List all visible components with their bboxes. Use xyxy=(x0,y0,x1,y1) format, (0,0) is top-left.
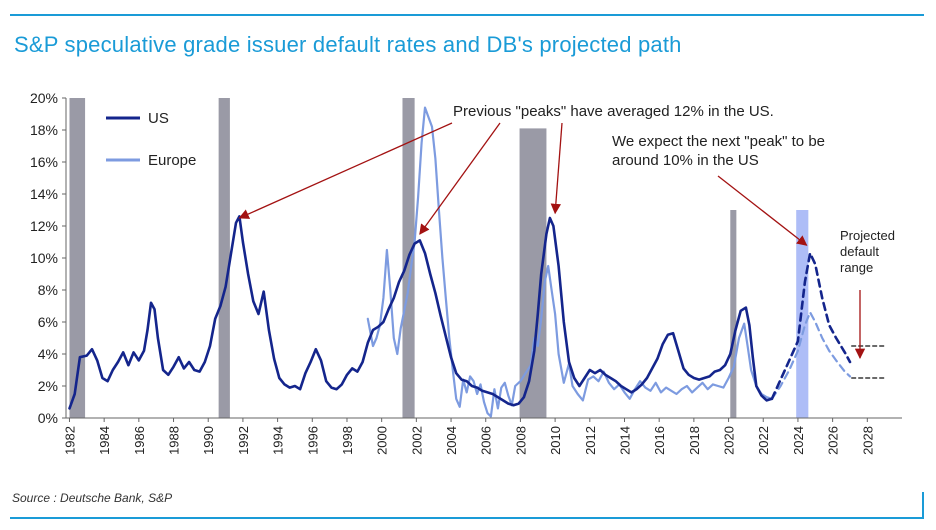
y-tick-label: 4% xyxy=(38,346,58,362)
annotation-line: around 10% in the US xyxy=(612,152,759,169)
x-tick-label: 2028 xyxy=(860,426,875,455)
x-tick-label: 2002 xyxy=(409,426,424,455)
annotation-line: default xyxy=(840,244,879,259)
x-tick-label: 2010 xyxy=(548,426,563,455)
legend-label-us: US xyxy=(148,110,169,127)
y-tick-label: 2% xyxy=(38,378,58,394)
y-tick-label: 20% xyxy=(30,90,58,106)
annotation-arrow xyxy=(238,122,453,219)
x-tick-label: 2020 xyxy=(722,426,737,455)
x-tick-label: 2014 xyxy=(617,426,632,455)
bottom-rule xyxy=(10,517,924,519)
x-tick-label: 2004 xyxy=(444,426,459,455)
series-us-projection xyxy=(770,251,852,401)
x-tick-label: 2024 xyxy=(791,426,806,455)
y-tick-label: 10% xyxy=(30,250,58,266)
annotation-text-0: Previous "peaks" have averaged 12% in th… xyxy=(453,103,774,120)
y-tick-label: 12% xyxy=(30,218,58,234)
x-tick-label: 2018 xyxy=(687,426,702,455)
x-tick-label: 1982 xyxy=(62,426,77,455)
y-tick-label: 6% xyxy=(38,314,58,330)
annotation-line: Projected xyxy=(840,228,895,243)
y-tick-label: 14% xyxy=(30,186,58,202)
series-europe xyxy=(366,106,773,418)
x-tick-label: 1992 xyxy=(236,426,251,455)
y-tick-label: 16% xyxy=(30,154,58,170)
x-tick-label: 1988 xyxy=(167,426,182,455)
annotation-line: Previous "peaks" have averaged 12% in th… xyxy=(453,103,774,120)
chart-title: S&P speculative grade issuer default rat… xyxy=(14,32,682,57)
y-tick-label: 0% xyxy=(38,410,58,426)
x-tick-label: 2008 xyxy=(513,426,528,455)
annotation-line: We expect the next "peak" to be xyxy=(612,133,825,150)
x-tick-label: 2000 xyxy=(375,426,390,455)
x-tick-label: 2012 xyxy=(583,426,598,455)
legend-label-europe: Europe xyxy=(148,152,196,169)
top-rule xyxy=(10,14,924,16)
recession-bar-1 xyxy=(218,98,230,418)
x-tick-label: 1996 xyxy=(305,426,320,455)
annotation-arrow xyxy=(550,122,563,215)
x-tick-label: 1998 xyxy=(340,426,355,455)
annotation-arrow xyxy=(419,122,501,235)
series-us xyxy=(68,215,774,410)
x-tick-label: 2006 xyxy=(479,426,494,455)
recession-bar-0 xyxy=(69,98,86,418)
annotation-arrow xyxy=(717,175,808,246)
bottom-bracket xyxy=(922,492,924,519)
x-tick-label: 2022 xyxy=(756,426,771,455)
x-tick-label: 1994 xyxy=(271,426,286,455)
source-note: Source : Deutsche Bank, S&P xyxy=(12,491,173,505)
x-tick-label: 1990 xyxy=(201,426,216,455)
x-tick-label: 1986 xyxy=(132,426,147,455)
y-tick-label: 8% xyxy=(38,282,58,298)
x-tick-label: 2016 xyxy=(652,426,667,455)
y-tick-label: 18% xyxy=(30,122,58,138)
recession-bar-4 xyxy=(730,210,737,418)
x-tick-label: 1984 xyxy=(97,426,112,455)
series-europe-projection xyxy=(770,311,852,400)
x-tick-label: 2026 xyxy=(826,426,841,455)
annotation-line: range xyxy=(840,260,873,275)
annotation-text-1: We expect the next "peak" to be around 10… xyxy=(612,133,825,169)
annotation-text-2: Projected default range xyxy=(840,228,895,275)
